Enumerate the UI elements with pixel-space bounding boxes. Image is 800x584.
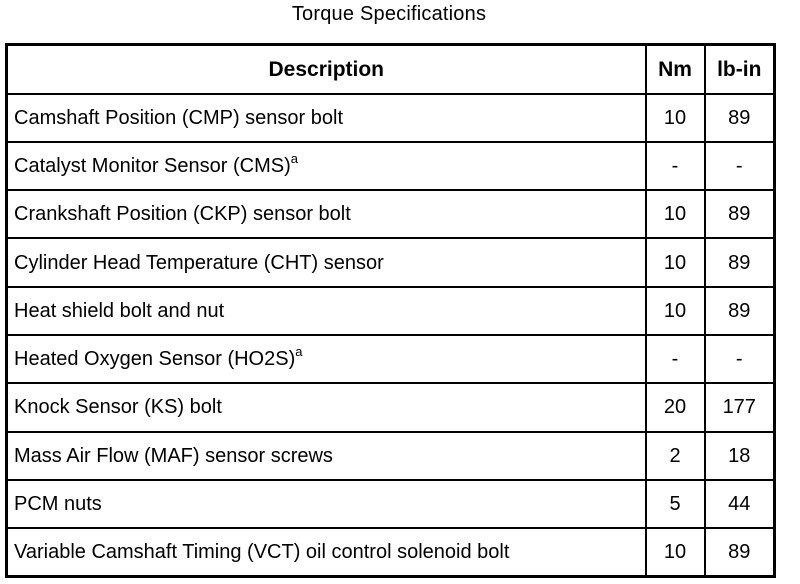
description-cell: PCM nuts [5, 478, 647, 530]
lb-in-value-cell: - [703, 140, 776, 192]
description-cell: Knock Sensor (KS) bolt [5, 382, 647, 433]
description-cell: Heated Oxygen Sensor (HO2S)a [5, 333, 647, 385]
nm-value-cell: 2 [644, 430, 706, 481]
header-nm: Nm [644, 43, 706, 95]
table-row: Camshaft Position (CMP) sensor bolt 10 8… [5, 92, 776, 143]
header-description: Description [5, 43, 647, 95]
description-text: Heat shield bolt and nut [14, 299, 225, 322]
nm-value-cell: 10 [644, 527, 706, 578]
table-row: Mass Air Flow (MAF) sensor screws 2 18 [5, 430, 776, 481]
lb-in-value-cell: 44 [703, 478, 776, 530]
description-text: Crankshaft Position (CKP) sensor bolt [14, 203, 351, 226]
table-row: Cylinder Head Temperature (CHT) sensor 1… [5, 237, 776, 288]
nm-value-cell: 10 [644, 92, 706, 143]
lb-in-value-cell: 18 [703, 430, 776, 481]
torque-specifications-table: Description Nm lb-in Camshaft Position (… [5, 43, 776, 578]
description-text: PCM nuts [14, 493, 102, 516]
lb-in-value-cell: 89 [703, 527, 776, 578]
table-row: Heat shield bolt and nut 10 89 [5, 285, 776, 336]
table-row: Knock Sensor (KS) bolt 20 177 [5, 382, 776, 433]
footnote-marker: a [290, 151, 298, 167]
table-row: Heated Oxygen Sensor (HO2S)a - - [5, 333, 776, 385]
nm-value-cell: - [644, 140, 706, 192]
description-text: Camshaft Position (CMP) sensor bolt [14, 106, 344, 129]
lb-in-value-cell: - [703, 333, 776, 385]
nm-value-cell: 20 [644, 382, 706, 433]
description-cell: Mass Air Flow (MAF) sensor screws [5, 430, 647, 481]
nm-value-cell: 10 [644, 237, 706, 288]
description-cell: Catalyst Monitor Sensor (CMS)a [5, 140, 647, 192]
lb-in-value-cell: 89 [703, 285, 776, 336]
table-row: Crankshaft Position (CKP) sensor bolt 10… [5, 189, 776, 240]
description-cell: Heat shield bolt and nut [5, 285, 647, 336]
table-row: Variable Camshaft Timing (VCT) oil contr… [5, 527, 776, 578]
lb-in-value-cell: 89 [703, 92, 776, 143]
nm-value-cell: 10 [644, 189, 706, 240]
table-row: PCM nuts 5 44 [5, 478, 776, 530]
description-text: Variable Camshaft Timing (VCT) oil contr… [14, 541, 510, 564]
header-lb-in: lb-in [703, 43, 776, 95]
table-header-row: Description Nm lb-in [5, 43, 776, 95]
nm-value-cell: - [644, 333, 706, 385]
description-text: Mass Air Flow (MAF) sensor screws [14, 444, 333, 467]
lb-in-value-cell: 89 [703, 237, 776, 288]
table-row: Catalyst Monitor Sensor (CMS)a - - [5, 140, 776, 192]
description-text: Heated Oxygen Sensor (HO2S) [14, 348, 296, 371]
description-text: Cylinder Head Temperature (CHT) sensor [14, 251, 384, 274]
footnote-marker: a [295, 344, 303, 360]
page-title: Torque Specifications [291, 3, 487, 25]
lb-in-value-cell: 89 [703, 189, 776, 240]
description-cell: Crankshaft Position (CKP) sensor bolt [5, 189, 647, 240]
description-cell: Cylinder Head Temperature (CHT) sensor [5, 237, 647, 288]
description-text: Knock Sensor (KS) bolt [14, 396, 222, 419]
description-text: Catalyst Monitor Sensor (CMS) [14, 154, 291, 177]
description-cell: Camshaft Position (CMP) sensor bolt [5, 92, 647, 143]
description-cell: Variable Camshaft Timing (VCT) oil contr… [5, 527, 647, 578]
nm-value-cell: 10 [644, 285, 706, 336]
lb-in-value-cell: 177 [703, 382, 776, 433]
nm-value-cell: 5 [644, 478, 706, 530]
